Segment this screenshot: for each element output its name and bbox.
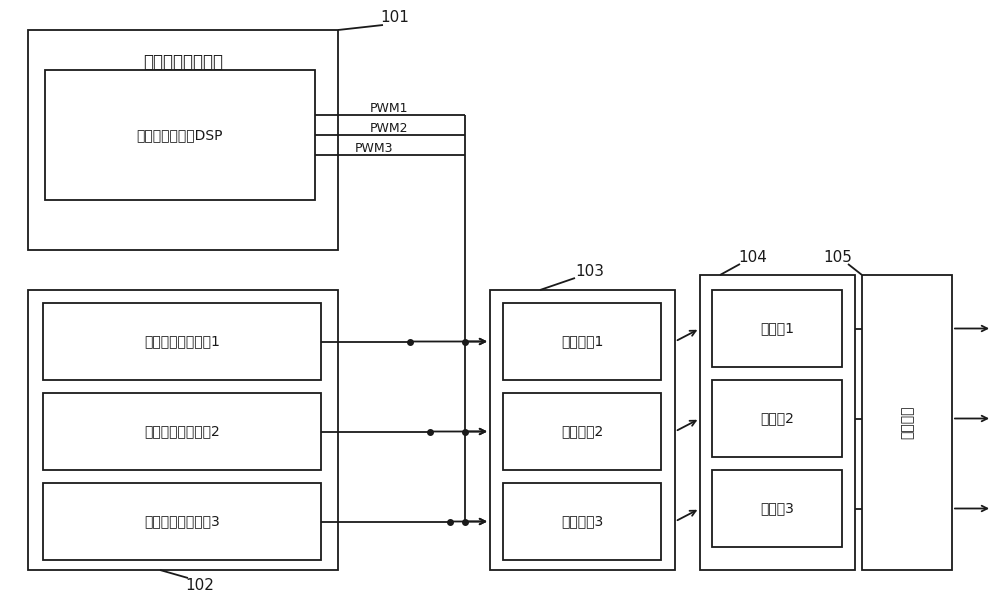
Bar	[712, 470, 842, 547]
Text: 105: 105	[824, 251, 852, 265]
Bar	[490, 290, 675, 570]
Bar	[45, 70, 315, 200]
Text: 脉冲波形产生电路: 脉冲波形产生电路	[143, 53, 223, 71]
Bar	[503, 303, 661, 380]
Text: 调制信号产生电路1: 调制信号产生电路1	[144, 335, 220, 349]
Text: 与门电路3: 与门电路3	[561, 514, 603, 529]
Text: PWM3: PWM3	[355, 142, 394, 154]
Text: 102: 102	[186, 577, 214, 593]
Bar	[503, 393, 661, 470]
Bar	[43, 483, 321, 560]
Text: 数字信号处理器DSP: 数字信号处理器DSP	[137, 128, 223, 142]
Text: 103: 103	[576, 265, 604, 280]
Bar	[712, 380, 842, 457]
Text: PWM1: PWM1	[370, 101, 409, 115]
Text: 与门电路1: 与门电路1	[561, 335, 603, 349]
Text: PWM2: PWM2	[370, 121, 409, 134]
Text: 晶闸剳2: 晶闸剳2	[760, 412, 794, 425]
Text: 调制信号产生电路2: 调制信号产生电路2	[144, 425, 220, 439]
Bar	[700, 275, 855, 570]
Text: 晶闸剳1: 晶闸剳1	[760, 322, 794, 335]
Text: 与门电路2: 与门电路2	[561, 425, 603, 439]
Bar	[28, 30, 338, 250]
Text: 调制信号产生电路3: 调制信号产生电路3	[144, 514, 220, 529]
Bar	[503, 483, 661, 560]
Bar	[43, 303, 321, 380]
Bar	[43, 393, 321, 470]
Text: 104: 104	[739, 251, 767, 265]
Bar	[28, 290, 338, 570]
Bar	[862, 275, 952, 570]
Text: 驱动电路: 驱动电路	[900, 406, 914, 439]
Text: 晶闸剳3: 晶闸剳3	[760, 502, 794, 515]
Text: 101: 101	[381, 10, 409, 25]
Bar	[712, 290, 842, 367]
